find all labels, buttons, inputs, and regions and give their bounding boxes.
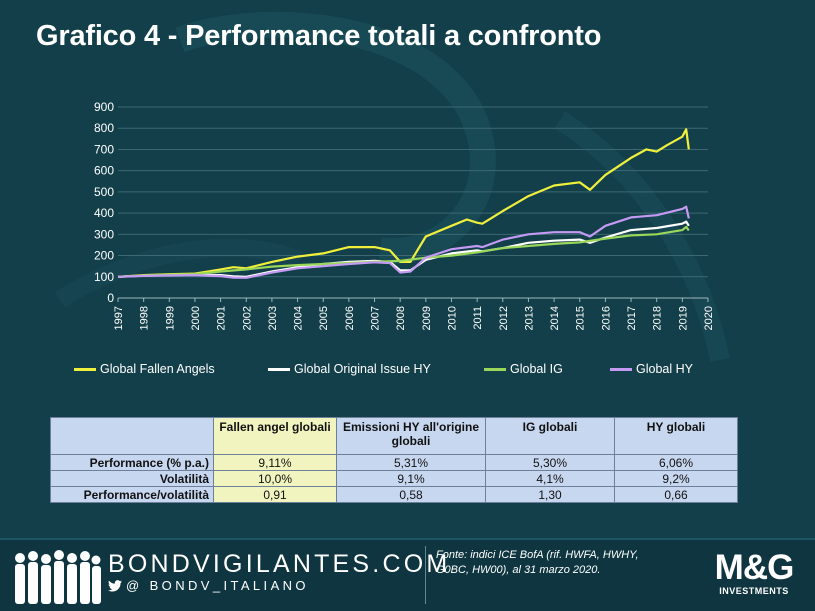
x-tick-label: 1999 (164, 306, 176, 330)
table-cell: 0,66 (614, 486, 738, 503)
legend-swatch (484, 367, 506, 371)
chart-legend: Global Fallen Angels Global Original Issu… (0, 362, 815, 382)
legend-label: Global Original Issue HY (294, 362, 431, 376)
legend-swatch (610, 367, 632, 371)
table-cell: 9,11% (213, 454, 337, 471)
legend-item: Global Original Issue HY (268, 362, 431, 376)
x-tick-label: 2010 (446, 306, 458, 330)
x-tick-label: 2007 (370, 306, 382, 330)
x-tick-label: 2019 (677, 306, 689, 330)
x-tick-label: 2014 (549, 306, 561, 330)
x-tick-label: 1998 (139, 306, 151, 330)
table-header-cell: Fallen angel globali (213, 417, 337, 455)
table-cell: 0,58 (336, 486, 486, 503)
legend-label: Global IG (510, 362, 563, 376)
table-cell: 0,91 (213, 486, 337, 503)
chart-svg: 0 100 200 300 400 500 600 700 800 900 1997 1998 1999… (94, 100, 715, 330)
y-tick-label: 400 (94, 206, 114, 220)
mg-investments-logo: M&G INVESTMENTS (706, 548, 802, 597)
y-tick-label: 300 (94, 227, 114, 241)
logo-subtitle: INVESTMENTS (719, 586, 789, 596)
y-tick-label: 0 (107, 291, 114, 305)
handle-text: @ BONDV_ITALIANO (126, 578, 309, 593)
table-cell: 5,30% (485, 454, 615, 471)
series-line (117, 220, 690, 278)
table-row: Volatilità 10,0% 9,1% 4,1% 9,2% (50, 470, 738, 487)
table-cell: 9,2% (614, 470, 738, 487)
table-cell: 1,30 (485, 486, 615, 503)
legend-swatch (74, 367, 96, 371)
x-tick-label: 2004 (293, 306, 305, 330)
x-tick-label: 2011 (472, 306, 484, 330)
x-tick-label: 2013 (523, 306, 535, 330)
table-cell: 9,1% (336, 470, 486, 487)
page-title: Grafico 4 - Performance totali a confron… (36, 20, 602, 52)
y-tick-label: 900 (94, 100, 114, 114)
table-cell: 5,31% (336, 454, 486, 471)
x-tick-label: 2012 (498, 306, 510, 330)
line-chart: 0 100 200 300 400 500 600 700 800 900 1997 1998 1999… (94, 100, 715, 330)
table-header-cell: IG globali (485, 417, 615, 455)
x-tick-label: 2017 (626, 306, 638, 330)
twitter-bird-icon (108, 579, 122, 592)
series-line (117, 128, 690, 278)
logo-mark: M&G (714, 548, 795, 587)
footer-separator (0, 538, 815, 540)
table-row: Performance (% p.a.) 9,11% 5,31% 5,30% 6… (50, 454, 738, 471)
table-row: Performance/volatilità 0,91 0,58 1,30 0,… (50, 486, 738, 503)
x-tick-label: 2003 (267, 306, 279, 330)
footer-bar (0, 540, 815, 611)
x-tick-label: 2020 (703, 306, 715, 330)
x-tick-label: 1997 (113, 306, 125, 330)
table-header-row: Fallen angel globali Emissioni HY all'or… (50, 417, 738, 455)
legend-label: Global Fallen Angels (100, 362, 215, 376)
table-header-cell: Emissioni HY all'origine globali (336, 417, 486, 455)
y-tick-label: 100 (94, 270, 114, 284)
x-tick-label: 2018 (652, 306, 664, 330)
x-tick-label: 2016 (600, 306, 612, 330)
series-line (117, 205, 690, 279)
footer-divider (425, 546, 426, 604)
table-header-cell: HY globali (614, 417, 738, 455)
table-cell: 6,06% (614, 454, 738, 471)
x-tick-label: 2000 (190, 306, 202, 330)
x-tick-label: 2001 (216, 306, 228, 330)
x-tick-label: 2005 (318, 306, 330, 330)
table-corner-cell (50, 417, 214, 455)
x-tick-label: 2015 (575, 306, 587, 330)
x-tick-label: 2002 (241, 306, 253, 330)
legend-swatch (268, 367, 290, 371)
x-tick-label: 2006 (344, 306, 356, 330)
legend-item: Global Fallen Angels (74, 362, 215, 376)
table-row-label: Volatilità (50, 470, 214, 487)
table-row-label: Performance/volatilità (50, 486, 214, 503)
y-tick-label: 800 (94, 121, 114, 135)
table-cell: 10,0% (213, 470, 337, 487)
x-tick-label: 2009 (421, 306, 433, 330)
source-note: Fonte: indici ICE BofA (rif. HWFA, HWHY,… (436, 549, 639, 576)
y-tick-label: 600 (94, 164, 114, 178)
y-tick-label: 700 (94, 142, 114, 156)
social-handle: @ BONDV_ITALIANO (108, 578, 309, 593)
legend-item: Global IG (484, 362, 563, 376)
table-cell: 4,1% (485, 470, 615, 487)
y-tick-label: 500 (94, 185, 114, 199)
legend-item: Global HY (610, 362, 693, 376)
table-row-label: Performance (% p.a.) (50, 454, 214, 471)
y-tick-label: 200 (94, 249, 114, 263)
brand-name: BONDVIGILANTES.COM (108, 550, 451, 578)
legend-label: Global HY (636, 362, 693, 376)
performance-table: Fallen angel globali Emissioni HY all'or… (50, 417, 738, 503)
people-silhouette-icon (15, 550, 101, 604)
x-tick-label: 2008 (395, 306, 407, 330)
